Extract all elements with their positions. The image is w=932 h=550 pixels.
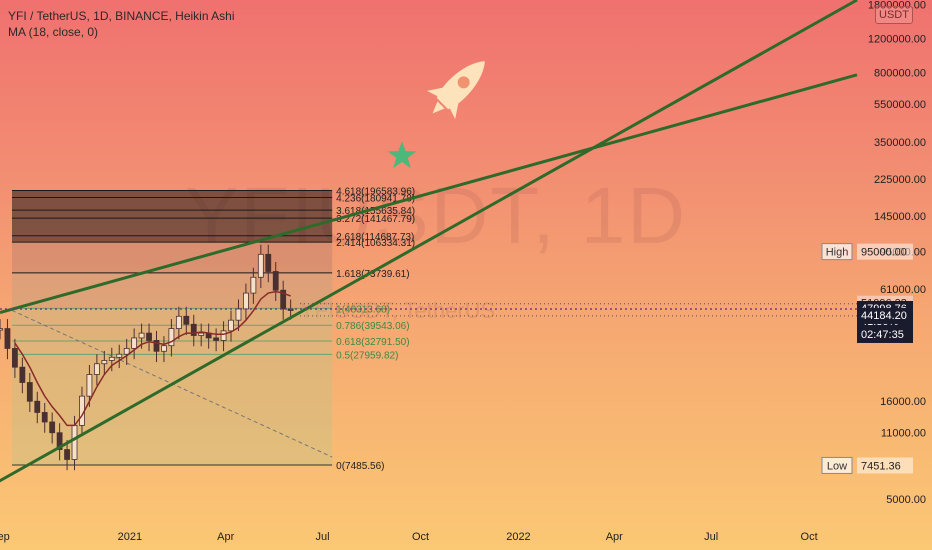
candle-body — [153, 340, 160, 352]
low-value: 7451.36 — [861, 460, 901, 472]
fib-level-label: 1.618(73739.61) — [336, 269, 409, 280]
y-tick-label: 145000.00 — [874, 211, 926, 223]
fib-extension-zone — [12, 190, 333, 243]
y-tick-label: 1200000.00 — [868, 34, 926, 46]
x-tick-label: Jul — [316, 531, 330, 543]
trendline-lower[interactable] — [0, 0, 858, 518]
fib-level-label: 0.618(32791.50) — [336, 337, 409, 348]
chart-legend: YFI / TetherUS, 1D, BINANCE, Heikin Ashi… — [8, 8, 235, 40]
candle-body — [12, 348, 18, 368]
fib-level-label: 0.5(27959.82) — [336, 350, 398, 361]
high-label-box — [821, 243, 853, 261]
fib-level-label: 3.272(141467.79) — [336, 214, 415, 225]
x-tick-label: 2021 — [118, 531, 142, 543]
candle-body — [101, 360, 108, 365]
fib-level-label: 2.618(114687.73) — [336, 232, 414, 243]
x-tick-label: Oct — [412, 531, 429, 543]
candle-body — [41, 412, 48, 423]
candle-body — [175, 315, 182, 329]
fib-level-label: 2.414(106334.31) — [336, 238, 415, 249]
candle-body — [49, 421, 56, 434]
candle-body — [93, 363, 100, 375]
candle-body — [123, 348, 130, 355]
low-label-box — [821, 456, 853, 474]
candle-body — [272, 271, 279, 291]
low-value-bg — [857, 457, 913, 474]
candle-body — [243, 292, 249, 310]
candle-body — [138, 332, 145, 339]
candle-body — [235, 308, 242, 321]
candle-body — [250, 276, 257, 294]
price-tag-current: 02:47:35 — [861, 329, 904, 341]
y-tick-label: 1800000.00 — [868, 0, 926, 12]
y-tick-label: 225000.00 — [874, 174, 926, 186]
ma-line — [14, 290, 291, 427]
candle-body — [257, 253, 264, 278]
high-label: High — [826, 247, 849, 259]
y-tick-label: 61000.00 — [880, 284, 926, 296]
fib-level-label: 4.618(196583.96) — [336, 187, 415, 198]
high-value: 95000.00 — [861, 247, 907, 259]
candle-body — [161, 345, 167, 352]
candle-body — [71, 425, 78, 460]
candle-body — [183, 315, 190, 325]
candle-body — [64, 449, 70, 460]
x-tick-label: Apr — [606, 531, 623, 543]
candle-body — [19, 366, 26, 383]
candle-body — [56, 432, 63, 450]
rocket-icon — [426, 61, 485, 120]
candle-body — [146, 332, 152, 341]
candle-body — [131, 337, 138, 349]
candle-body — [26, 382, 33, 402]
candle-body — [168, 328, 175, 347]
y-tick-label: 11000.00 — [881, 428, 926, 440]
price-tag-level-b-bg — [857, 307, 913, 324]
high-value-bg — [857, 243, 913, 260]
symbol-line[interactable]: YFI / TetherUS, 1D, BINANCE, Heikin Ashi — [8, 9, 235, 23]
x-tick-label: Oct — [801, 531, 818, 543]
candle-body — [108, 356, 115, 361]
star-icon — [387, 141, 417, 169]
low-label: Low — [827, 460, 847, 472]
candle-body — [190, 323, 197, 336]
candle-body — [213, 337, 220, 341]
fib-level-label: 1(48313.68) — [336, 304, 390, 315]
y-tick-label: 16000.00 — [880, 396, 926, 408]
x-tick-label: Sep — [0, 531, 10, 543]
indicator-line[interactable]: MA (18, close, 0) — [8, 25, 99, 39]
candle-body — [0, 328, 3, 331]
fib-level-label: 0.786(39543.06) — [336, 321, 409, 332]
candle-body — [228, 319, 234, 332]
candle-body — [34, 400, 41, 413]
y-tick-label: 550000.00 — [874, 99, 926, 111]
candle-body — [198, 332, 205, 336]
fib-level-label: 0(7485.56) — [336, 461, 384, 472]
x-tick-label: Jul — [704, 531, 718, 543]
price-tag-level-b: 44184.20 — [861, 310, 907, 322]
candle-body — [220, 330, 227, 341]
fib-zone-upper — [12, 242, 333, 273]
candle-body — [280, 289, 287, 310]
x-tick-label: Apr — [217, 531, 234, 543]
candle-body — [86, 374, 93, 397]
symbol-watermark-sub: YFIUSDT, TetherUS — [300, 298, 496, 323]
y-tick-label: 800000.00 — [874, 68, 926, 80]
x-tick-label: 2022 — [506, 531, 530, 543]
candle-body — [116, 353, 123, 358]
currency-button[interactable]: USDT — [875, 6, 913, 24]
candle-body — [4, 328, 11, 349]
y-tick-label: 350000.00 — [874, 137, 926, 149]
trendline-upper[interactable] — [0, 73, 858, 314]
y-tick-label: 5000.00 — [886, 494, 926, 506]
fib-level-label: 3.618(155635.84) — [336, 206, 415, 217]
candle-body — [265, 253, 272, 272]
fib-level-label: 4.236(180941.78) — [336, 194, 415, 205]
fib-zone-mid — [12, 272, 333, 309]
